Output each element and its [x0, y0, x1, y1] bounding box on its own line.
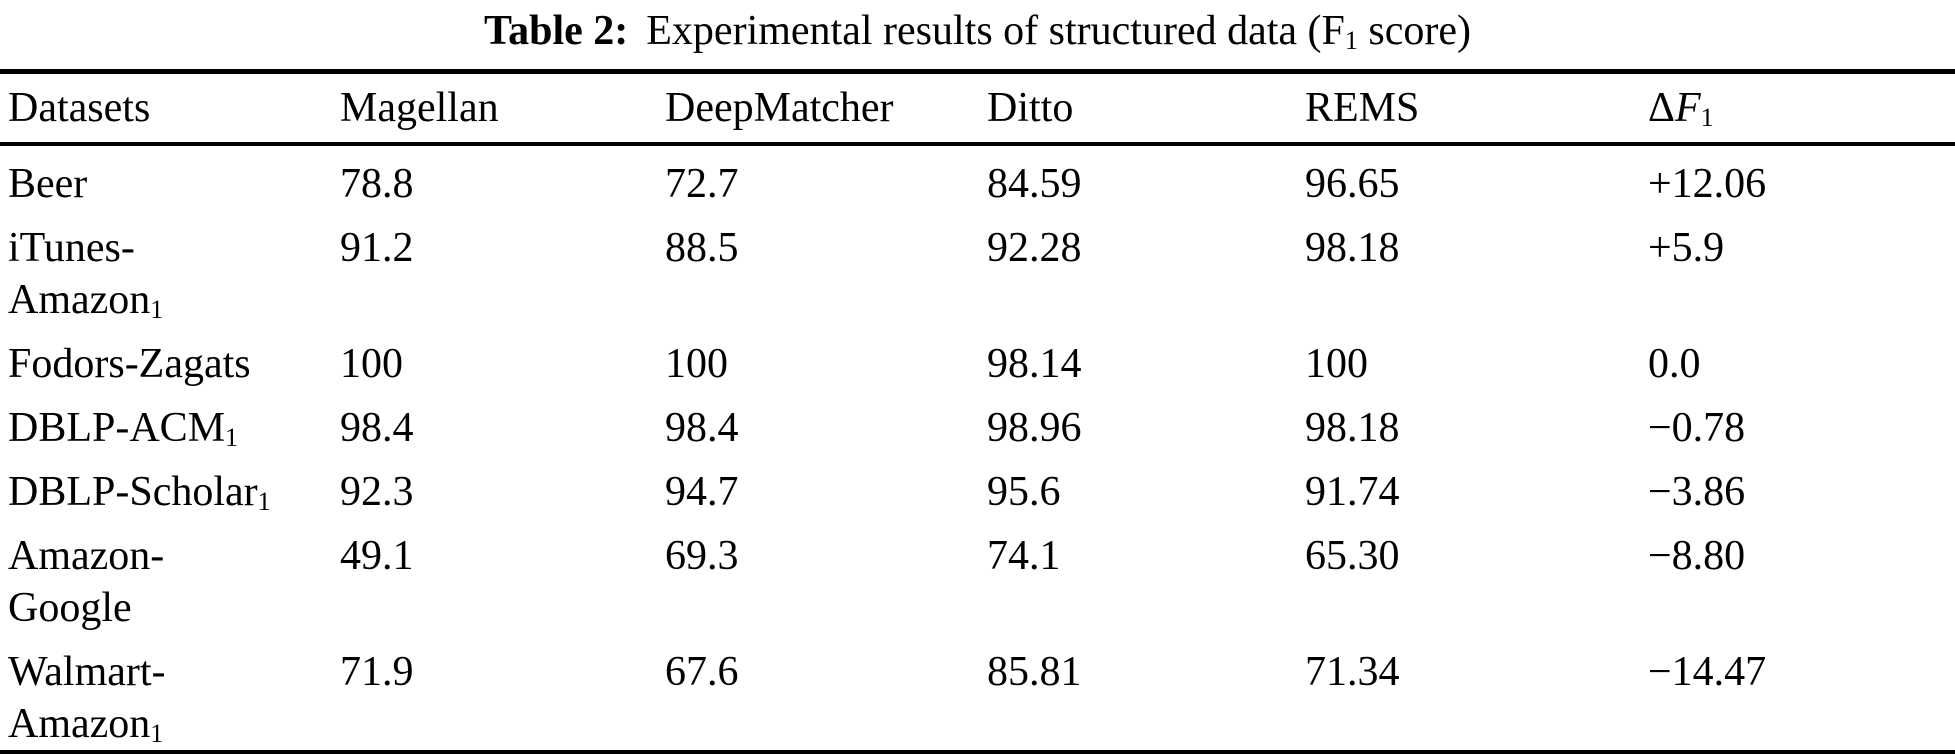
column-header-magellan: Magellan [332, 72, 657, 145]
value-cell-ditto: 98.14 [987, 341, 1082, 387]
table-row: Fodors-Zagats 100 100 98.14 100 0.0 [0, 326, 1955, 390]
value-cell-rems: 98.18 [1305, 405, 1400, 451]
value-cell-magellan: 100 [340, 341, 403, 387]
value-cell-magellan: 78.8 [340, 161, 414, 207]
value-cell-delta-f1: +12.06 [1648, 161, 1767, 207]
text-segment: Amazon [8, 277, 151, 323]
value-cell-ditto: 98.96 [987, 405, 1082, 451]
dataset-name-line: Fodors-Zagats [8, 338, 332, 390]
dataset-cell: DBLP-Scholar1 [0, 454, 332, 518]
value-cell-deepmatcher: 69.3 [665, 533, 739, 579]
table-caption: Table 2: Experimental results of structur… [0, 0, 1955, 69]
value-cell-rems: 96.65 [1305, 161, 1400, 207]
subscript: 1 [1344, 26, 1358, 56]
value-cell-ditto: 92.28 [987, 225, 1082, 271]
italic-text: F [1675, 85, 1701, 131]
table-row: DBLP-ACM1 98.4 98.4 98.96 98.18 −0.78 [0, 390, 1955, 454]
value-cell-deepmatcher: 88.5 [665, 225, 739, 271]
value-cell-ditto: 84.59 [987, 161, 1082, 207]
text-segment: Δ [1648, 85, 1676, 131]
dataset-name-line: iTunes- [8, 222, 332, 274]
dataset-cell: DBLP-ACM1 [0, 390, 332, 454]
dataset-name-line: Amazon- [8, 530, 332, 582]
value-cell-ditto: 85.81 [987, 649, 1082, 695]
value-cell-deepmatcher: 67.6 [665, 649, 739, 695]
value-cell-rems: 65.30 [1305, 533, 1400, 579]
dataset-name-line: DBLP-ACM1 [8, 402, 332, 454]
value-cell-delta-f1: −14.47 [1648, 649, 1767, 695]
value-cell-delta-f1: −0.78 [1648, 405, 1746, 451]
column-header-deepmatcher: DeepMatcher [657, 72, 979, 145]
value-cell-deepmatcher: 98.4 [665, 405, 739, 451]
value-cell-deepmatcher: 72.7 [665, 161, 739, 207]
column-header-datasets: Datasets [0, 72, 332, 145]
dataset-cell: Beer [0, 144, 332, 210]
text-segment: Fodors-Zagats [8, 341, 251, 387]
text-segment: REMS [1305, 85, 1420, 131]
value-cell-delta-f1: −8.80 [1648, 533, 1746, 579]
header-row: Datasets Magellan DeepMatcher Ditto REMS ΔF1 [0, 72, 1955, 145]
text-segment: Experimental results of structured data … [646, 8, 1345, 54]
dataset-name-line: Walmart- [8, 646, 332, 698]
dataset-cell: iTunes- Amazon1 [0, 210, 332, 326]
dataset-cell: Amazon- Google [0, 518, 332, 634]
subscript: 1 [257, 487, 271, 517]
text-segment: DBLP-ACM [8, 405, 226, 451]
text-segment: Datasets [8, 85, 151, 131]
dataset-name-line: Amazon1 [8, 698, 332, 750]
text-segment: Ditto [987, 85, 1074, 131]
text-segment: Google [8, 585, 132, 631]
value-cell-ditto: 74.1 [987, 533, 1061, 579]
text-segment: DeepMatcher [665, 85, 894, 131]
table-row: iTunes- Amazon1 91.2 88.5 92.28 98.18 +5.9 [0, 210, 1955, 326]
column-header-rems: REMS [1297, 72, 1640, 145]
column-header-ditto: Ditto [979, 72, 1297, 145]
subscript: 1 [150, 719, 164, 749]
dataset-cell: Fodors-Zagats [0, 326, 332, 390]
subscript: 1 [225, 423, 239, 453]
text-segment: iTunes- [8, 225, 135, 271]
table-row: Walmart- Amazon1 71.9 67.6 85.81 71.34 −14.47 [0, 634, 1955, 753]
text-segment: DBLP-Scholar [8, 469, 258, 515]
value-cell-delta-f1: +5.9 [1648, 225, 1725, 271]
value-cell-delta-f1: 0.0 [1648, 341, 1701, 387]
text-segment: Magellan [340, 85, 499, 131]
value-cell-magellan: 98.4 [340, 405, 414, 451]
subscript: 1 [150, 295, 164, 325]
value-cell-rems: 100 [1305, 341, 1368, 387]
table-row: DBLP-Scholar1 92.3 94.7 95.6 91.74 −3.86 [0, 454, 1955, 518]
text-segment: Beer [8, 161, 88, 207]
value-cell-magellan: 91.2 [340, 225, 414, 271]
dataset-name-line: Amazon1 [8, 274, 332, 326]
text-segment: Amazon [8, 701, 151, 747]
value-cell-ditto: 95.6 [987, 469, 1061, 515]
dataset-name-line: Beer [8, 158, 332, 210]
value-cell-delta-f1: −3.86 [1648, 469, 1746, 515]
value-cell-magellan: 49.1 [340, 533, 414, 579]
table-row: Beer 78.8 72.7 84.59 96.65 +12.06 [0, 144, 1955, 210]
dataset-name-line: Google [8, 582, 332, 634]
text-segment: Walmart- [8, 649, 166, 695]
value-cell-rems: 98.18 [1305, 225, 1400, 271]
subscript: 1 [1700, 103, 1714, 133]
table-caption-label: Table 2: [483, 8, 629, 54]
text-segment: Amazon- [8, 533, 165, 579]
value-cell-magellan: 71.9 [340, 649, 414, 695]
dataset-name-line: DBLP-Scholar1 [8, 466, 332, 518]
table-row: Amazon- Google 49.1 69.3 74.1 65.30 −8.80 [0, 518, 1955, 634]
results-table: Datasets Magellan DeepMatcher Ditto REMS ΔF1 … [0, 69, 1955, 754]
table-caption-text: Experimental results of structured data … [646, 8, 1471, 54]
text-segment: score) [1357, 8, 1472, 54]
value-cell-deepmatcher: 94.7 [665, 469, 739, 515]
value-cell-deepmatcher: 100 [665, 341, 728, 387]
value-cell-rems: 91.74 [1305, 469, 1400, 515]
dataset-cell: Walmart- Amazon1 [0, 634, 332, 753]
column-header-delta-f1: ΔF1 [1640, 72, 1955, 145]
value-cell-rems: 71.34 [1305, 649, 1400, 695]
value-cell-magellan: 92.3 [340, 469, 414, 515]
